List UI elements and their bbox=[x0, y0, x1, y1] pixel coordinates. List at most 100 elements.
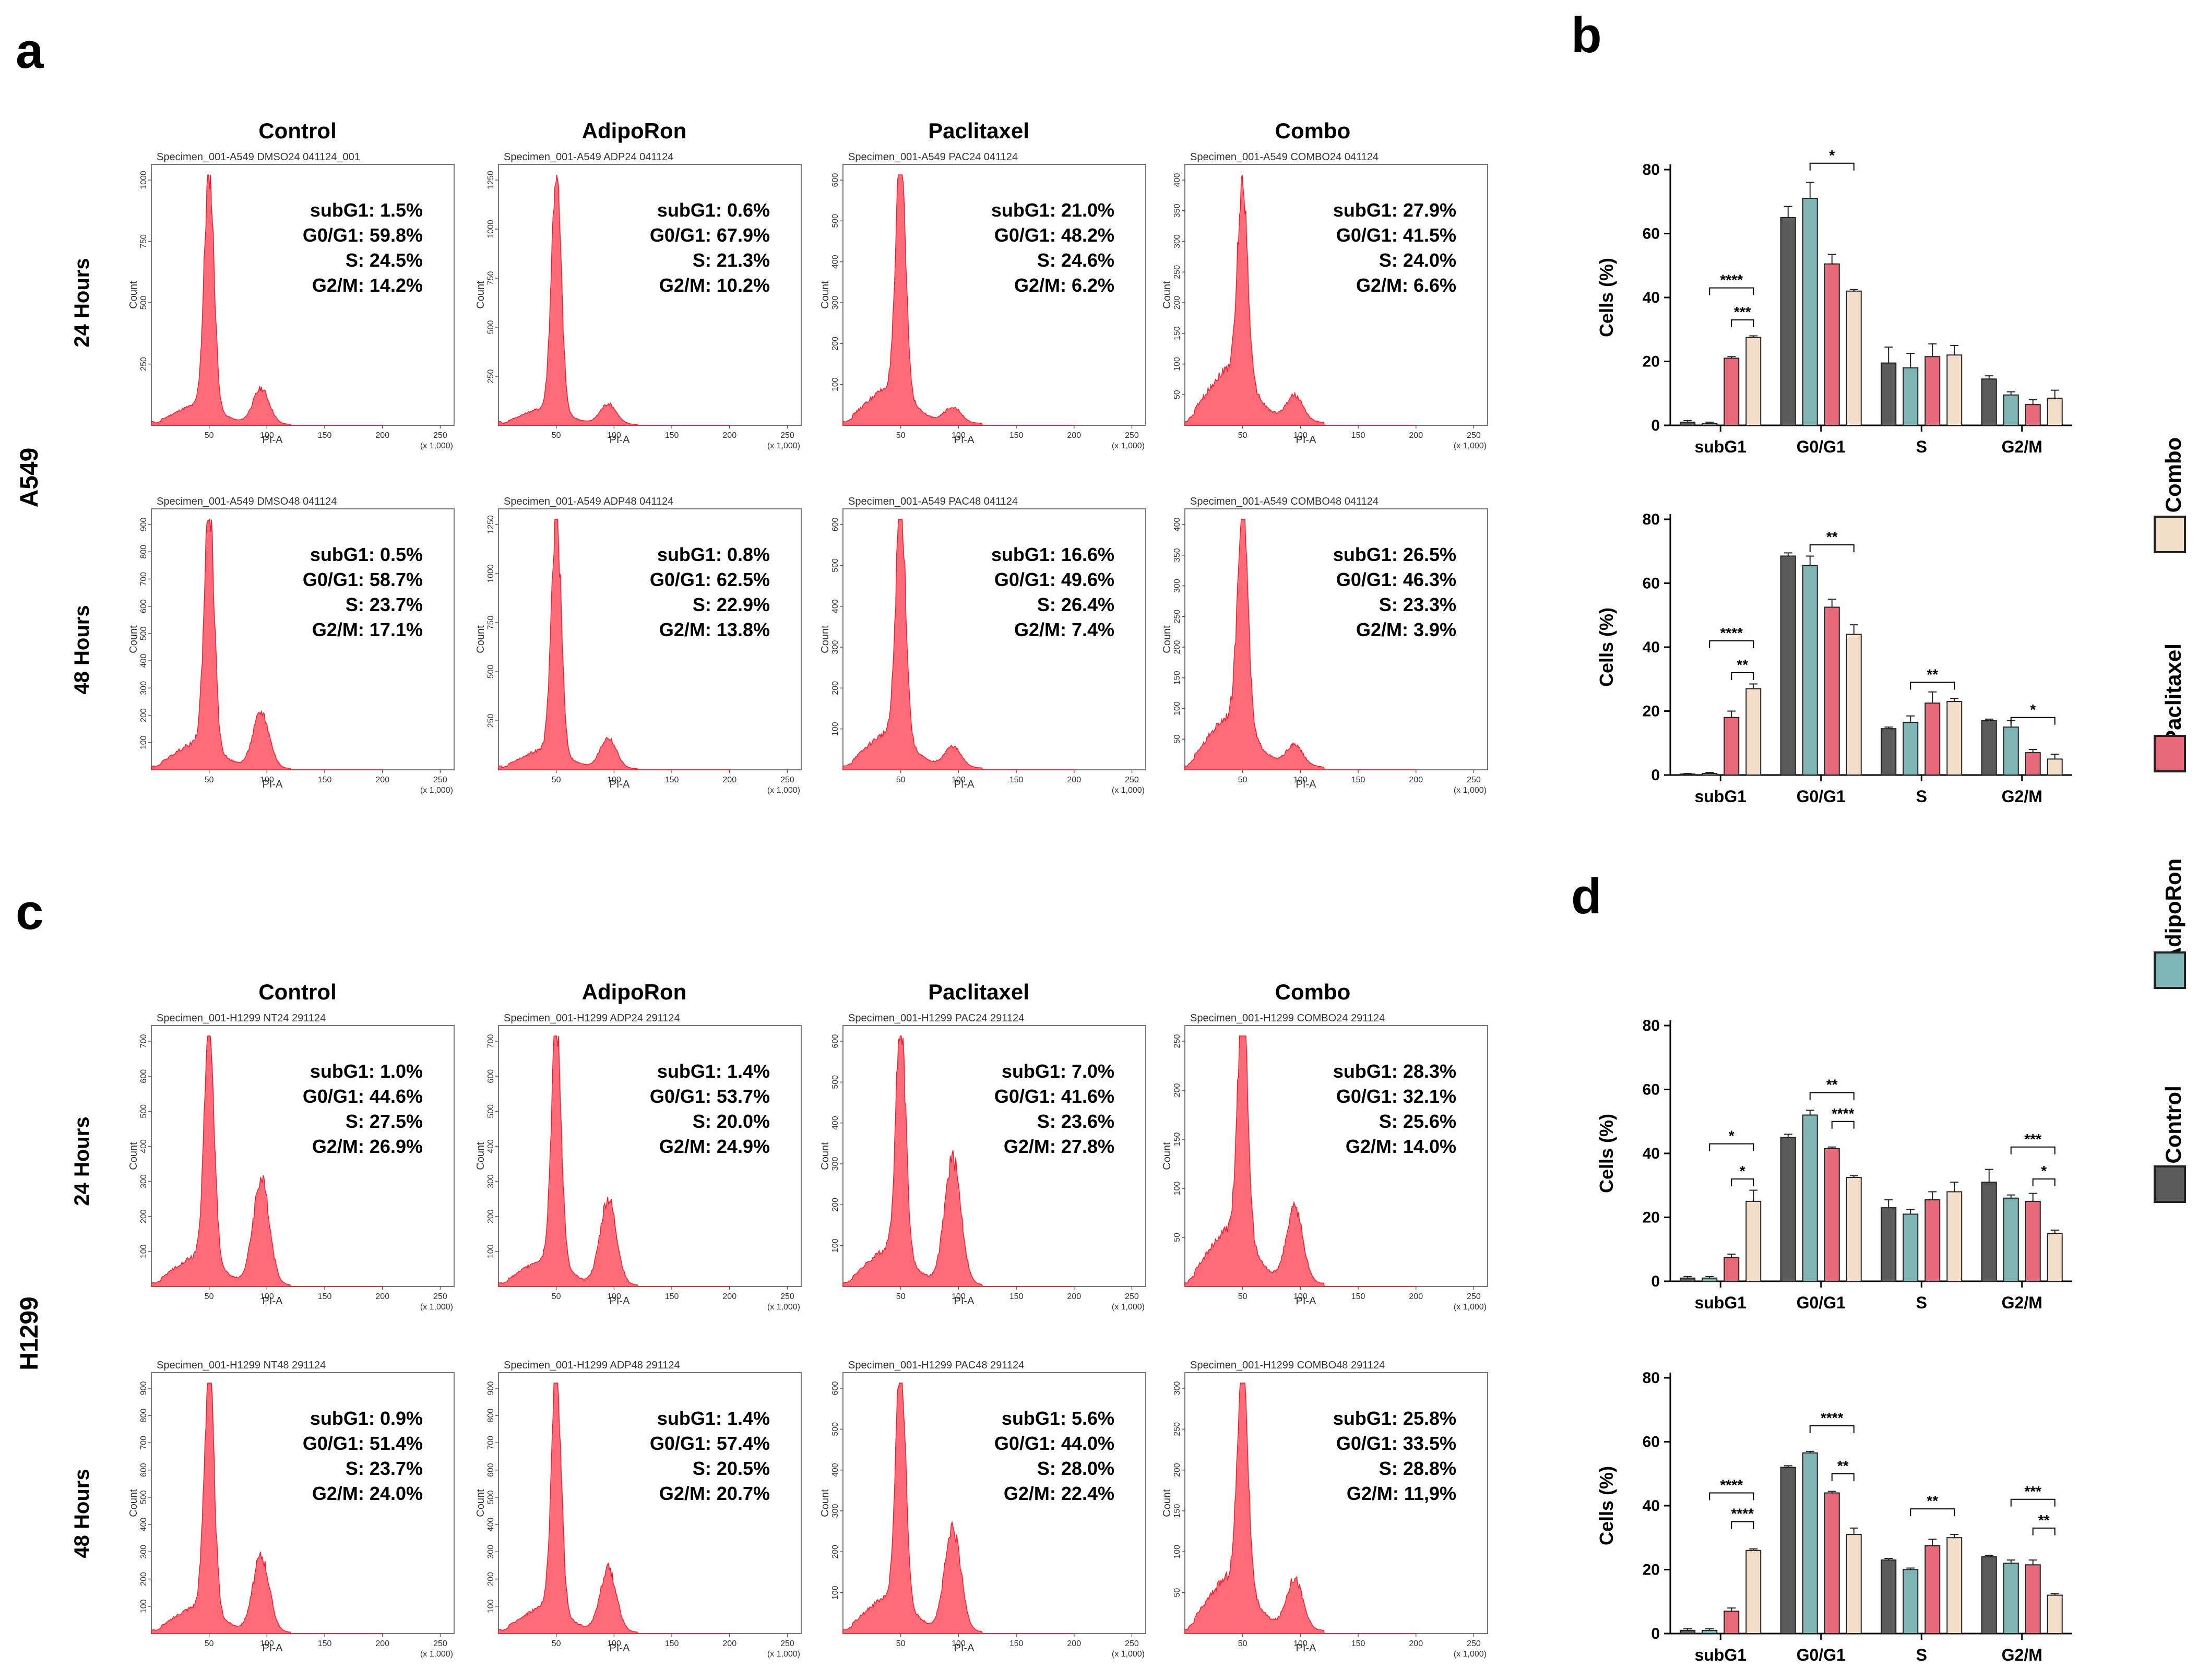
x-tick-label: 150 bbox=[665, 1639, 679, 1648]
x-tick-label: 150 bbox=[1351, 1639, 1365, 1648]
specimen-label: Specimen_001-H1299 PAC24 291124 bbox=[848, 1012, 1024, 1024]
y-tick-label: 80 bbox=[1643, 511, 1660, 528]
bar bbox=[2003, 726, 2019, 776]
y-tick-label: 900 bbox=[139, 1381, 148, 1396]
histogram-area bbox=[842, 174, 1074, 426]
bar bbox=[1702, 423, 1718, 426]
significance-label: * bbox=[1740, 1163, 1745, 1179]
y-tick-label: 0 bbox=[1651, 767, 1660, 784]
histogram-area bbox=[1184, 174, 1416, 426]
x-tick-label: 100 bbox=[952, 431, 966, 440]
y-tick-label: 750 bbox=[139, 234, 148, 248]
bar bbox=[1724, 358, 1740, 426]
y-tick-label: 20 bbox=[1643, 353, 1660, 371]
significance-bracket bbox=[1809, 544, 1855, 552]
y-tick-label: 100 bbox=[1173, 1545, 1182, 1559]
y-tick-label: 400 bbox=[139, 654, 148, 668]
panel-letter-b: b bbox=[1571, 7, 1602, 63]
phase-stat: subG1: 26.5% bbox=[1333, 544, 1456, 565]
y-tick-label: 600 bbox=[486, 1069, 495, 1083]
y-tick-label: 20 bbox=[1643, 1562, 1660, 1579]
phase-stat: G0/G1: 58.7% bbox=[303, 569, 423, 590]
phase-stat: subG1: 0.9% bbox=[310, 1408, 423, 1429]
y-axis-label: Count bbox=[1161, 625, 1173, 653]
y-tick-label: 200 bbox=[486, 1209, 495, 1223]
y-axis-label: Count bbox=[819, 625, 831, 653]
x-tick-label: 250 bbox=[1125, 776, 1139, 784]
bar bbox=[1946, 354, 1963, 426]
significance-label: **** bbox=[1832, 1105, 1855, 1122]
phase-stat: G2/M: 26.9% bbox=[312, 1136, 423, 1157]
bar bbox=[1903, 1213, 1919, 1282]
panel-letter-d: d bbox=[1571, 868, 1602, 924]
x-tick-label: 150 bbox=[1009, 431, 1024, 440]
y-tick-label: 1250 bbox=[486, 515, 495, 534]
phase-stat: G0/G1: 48.2% bbox=[994, 224, 1114, 246]
x-tick-label: 100 bbox=[1293, 1639, 1308, 1648]
bar bbox=[1824, 263, 1840, 426]
x-axis-scale: (x 1,000) bbox=[1454, 442, 1487, 450]
significance-label: ** bbox=[1837, 1458, 1849, 1474]
col-title-control-a: Control bbox=[258, 118, 336, 143]
x-tick-label: 50 bbox=[552, 776, 561, 784]
x-tick-label: 150 bbox=[318, 1639, 332, 1648]
bar bbox=[1724, 1611, 1740, 1634]
bar bbox=[1824, 1148, 1840, 1282]
y-tick-label: 60 bbox=[1643, 1081, 1660, 1099]
x-axis-label: PI-A bbox=[1296, 434, 1317, 446]
legend-swatch bbox=[2154, 735, 2186, 772]
bar bbox=[1802, 1452, 1818, 1634]
y-axis-label: Count bbox=[819, 1489, 831, 1517]
significance-bracket bbox=[1731, 1521, 1754, 1529]
phase-stat: subG1: 16.6% bbox=[991, 544, 1114, 565]
x-tick-label: 200 bbox=[722, 1639, 736, 1648]
x-axis-scale: (x 1,000) bbox=[420, 1650, 453, 1659]
x-axis-scale: (x 1,000) bbox=[420, 1303, 453, 1312]
y-tick-label: 50 bbox=[1173, 734, 1182, 744]
histogram-area bbox=[1184, 519, 1416, 770]
bar bbox=[1680, 421, 1696, 426]
phase-stat: G2/M: 24.9% bbox=[659, 1136, 770, 1157]
y-tick-label: 400 bbox=[831, 1116, 840, 1130]
x-tick-label: 150 bbox=[318, 1292, 332, 1301]
phase-stat: G2/M: 17.1% bbox=[312, 619, 423, 640]
histogram-panel: Specimen_001-A549 ADP48 041124 250 500 750 1… bbox=[475, 496, 802, 795]
significance-bracket bbox=[1809, 162, 1855, 171]
x-tick-label: 200 bbox=[375, 776, 389, 784]
specimen-label: Specimen_001-H1299 ADP24 291124 bbox=[504, 1012, 680, 1024]
significance-label: ** bbox=[1927, 666, 1938, 682]
significance-label: **** bbox=[1720, 1477, 1743, 1493]
x-axis-scale: (x 1,000) bbox=[420, 442, 453, 450]
y-tick-label: 700 bbox=[139, 1034, 148, 1048]
histogram-panel: Specimen_001-H1299 PAC48 291124 100 200 300… bbox=[819, 1360, 1146, 1659]
category-label: S bbox=[1916, 1293, 1927, 1312]
x-tick-label: 50 bbox=[896, 1639, 906, 1648]
x-axis-scale: (x 1,000) bbox=[1112, 1303, 1145, 1312]
x-axis-label: PI-A bbox=[263, 1642, 283, 1654]
y-tick-label: 600 bbox=[831, 1381, 840, 1396]
x-tick-label: 100 bbox=[607, 1639, 621, 1648]
x-tick-label: 200 bbox=[1409, 776, 1423, 784]
col-title-combo-a: Combo bbox=[1275, 118, 1351, 143]
significance-label: ** bbox=[1826, 529, 1838, 545]
specimen-label: Specimen_001-A549 PAC24 041124 bbox=[848, 151, 1018, 163]
bar bbox=[1946, 701, 1963, 776]
phase-stat: S: 28.8% bbox=[1379, 1458, 1456, 1479]
x-tick-label: 100 bbox=[607, 431, 621, 440]
phase-stat: G0/G1: 44.6% bbox=[303, 1086, 423, 1107]
bar bbox=[1802, 1114, 1818, 1282]
y-tick-label: 200 bbox=[831, 1198, 840, 1212]
significance-label: **** bbox=[1720, 272, 1743, 288]
bar bbox=[1924, 1545, 1941, 1634]
phase-stat: S: 23.3% bbox=[1379, 594, 1456, 615]
y-tick-label: 600 bbox=[831, 518, 840, 532]
y-tick-label: 800 bbox=[139, 1409, 148, 1423]
panel-letter-c: c bbox=[16, 884, 43, 940]
bar bbox=[1680, 773, 1696, 776]
y-axis-label: Count bbox=[475, 1489, 486, 1517]
significance-bracket bbox=[2032, 1178, 2056, 1186]
bar bbox=[1802, 565, 1818, 776]
x-tick-label: 50 bbox=[552, 1292, 561, 1301]
y-tick-label: 300 bbox=[1173, 579, 1182, 593]
y-tick-label: 300 bbox=[831, 296, 840, 310]
